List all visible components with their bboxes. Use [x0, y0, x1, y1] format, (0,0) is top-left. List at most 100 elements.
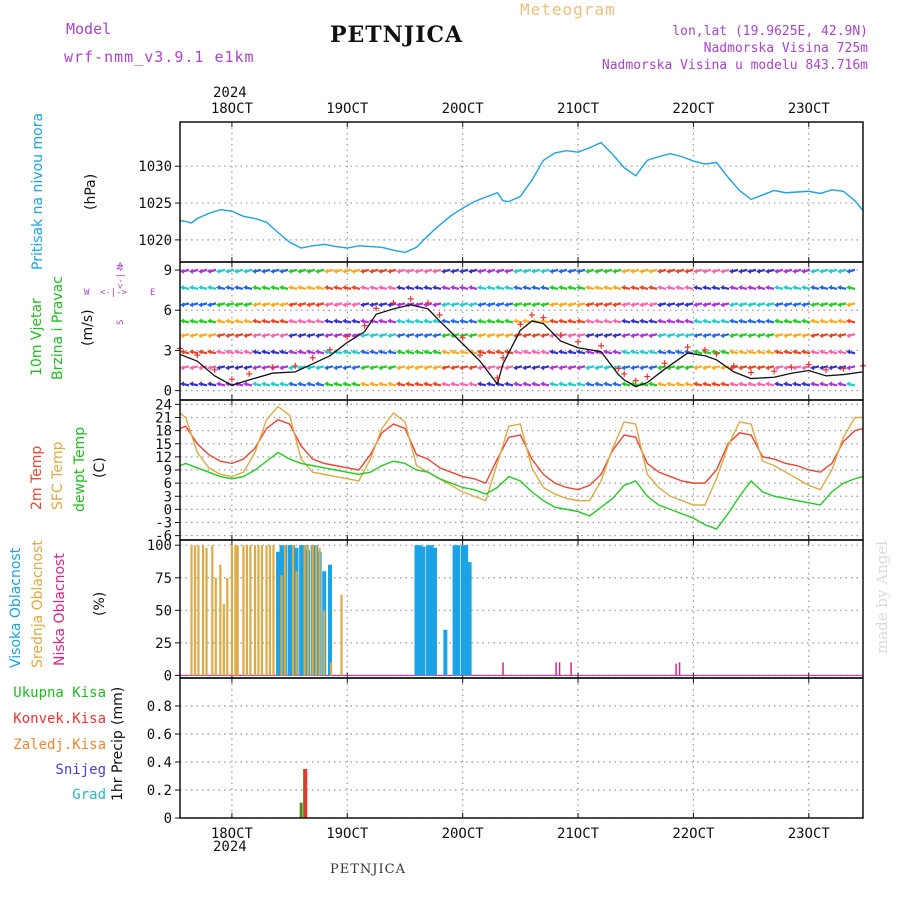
wind-barb-head [792, 318, 796, 324]
wind-barb-head [648, 333, 652, 339]
wind-barb-head [621, 318, 625, 324]
wind-barb-head [675, 302, 679, 308]
wind-barb-head [549, 284, 553, 290]
wind-barb-head [369, 365, 373, 371]
wind-barb-head [378, 268, 382, 274]
wind-barb-head [459, 333, 463, 339]
wind-barb-head [675, 365, 679, 371]
wind-barb-head [666, 318, 670, 324]
wind-barb-head [567, 268, 571, 274]
wind-barb-head [729, 318, 733, 324]
wind-barb-head [846, 381, 850, 387]
wind-barb-head [333, 302, 337, 308]
temperature-ytick-label: -3 [155, 516, 172, 532]
wind-barb-head [513, 318, 517, 324]
wind-barb-head [657, 302, 661, 308]
wind-label-line1: 10m Vjetar [29, 298, 45, 376]
wind-barb-head [243, 302, 247, 308]
wind-barb-head [504, 284, 508, 290]
wind-barb-head [774, 381, 778, 387]
wind-barb-head [288, 284, 292, 290]
wind-barb-head [522, 318, 526, 324]
wind-barb-head [639, 365, 643, 371]
top-year: 2024 [213, 85, 247, 101]
cloud-mid-bar [245, 545, 249, 676]
wind-barb-head [513, 381, 517, 387]
wind-barb-head [477, 365, 481, 371]
cloud-high-bar [456, 545, 461, 676]
wind-barb-head [495, 349, 499, 355]
wind-ytick-label: 3 [164, 343, 172, 359]
wind-barb-head [306, 381, 310, 387]
wind-barb-head [306, 333, 310, 339]
wind-barb-head [234, 365, 238, 371]
wind-barb-head [387, 365, 391, 371]
wind-barb-head [747, 302, 751, 308]
precip-unit: (mm) [110, 686, 126, 725]
wind-barb-head [729, 302, 733, 308]
wind-barb-head [270, 333, 274, 339]
wind-barb-head [729, 349, 733, 355]
wind-barb-head [765, 381, 769, 387]
wind-barb-head [288, 302, 292, 308]
temperature-ytick-label: 3 [164, 489, 172, 505]
wind-barb-head [729, 268, 733, 274]
wind-barb-head [459, 349, 463, 355]
wind-barb-head [558, 318, 562, 324]
wind-barb-head [549, 381, 553, 387]
cloud-mid-bar [260, 545, 264, 676]
wind-barb-head [441, 284, 445, 290]
wind-barb-head [738, 381, 742, 387]
wind-barb-head [531, 284, 535, 290]
wind-barb-head [387, 381, 391, 387]
wind-barb-head [792, 365, 796, 371]
wind-barb-head [783, 333, 787, 339]
wind-barb-head [531, 333, 535, 339]
wind-barb-head [423, 284, 427, 290]
wind-barb-head [306, 284, 310, 290]
wind-barb-head [810, 302, 814, 308]
cloud-mid-bar [249, 545, 252, 676]
wind-barb-head [315, 365, 319, 371]
wind-barb-head [819, 333, 823, 339]
wind-barb-head [198, 333, 202, 339]
wind-barb-head [666, 349, 670, 355]
wind-barb-head [261, 349, 265, 355]
wind-barb-head [216, 284, 220, 290]
wind-barb-head [666, 284, 670, 290]
cloud-high-bar [327, 564, 332, 676]
wind-barb-head [846, 318, 850, 324]
wind-barb-head [693, 365, 697, 371]
wind-barb-head [684, 318, 688, 324]
wind-barb-head [603, 268, 607, 274]
wind-barb-head [351, 381, 355, 387]
pressure-ytick-label: 1020 [138, 233, 172, 249]
wind-barb-head [270, 381, 274, 387]
wind-barb-head [261, 333, 265, 339]
cloud-mid-bar [214, 577, 217, 676]
wind-barb-head [630, 318, 634, 324]
wind-barb-head [630, 349, 634, 355]
wind-barb-head [558, 333, 562, 339]
wind-barb-head [648, 318, 652, 324]
wind-barb-head [360, 284, 364, 290]
cloud-mid-bar [318, 547, 321, 676]
wind-barb-head [648, 268, 652, 274]
wind-barb-head [756, 284, 760, 290]
wind-barb-head [459, 284, 463, 290]
wind-barb-head [585, 318, 589, 324]
wind-barb-head [720, 268, 724, 274]
bottom-date-label: 22OCT [672, 826, 715, 842]
wind-barb-head [747, 333, 751, 339]
wind-barb-head [207, 333, 211, 339]
wind-barb-head [666, 333, 670, 339]
wind-barb-head [297, 268, 301, 274]
wind-barb-head [513, 268, 517, 274]
wind-barb-head [630, 302, 634, 308]
wind-barb-head [567, 349, 571, 355]
wind-barb-head [270, 318, 274, 324]
wind-barb-head [846, 284, 850, 290]
wind-barb-head [765, 333, 769, 339]
wind-barb-head [216, 349, 220, 355]
cloud-low-label: Niska Oblacnost [52, 553, 68, 666]
